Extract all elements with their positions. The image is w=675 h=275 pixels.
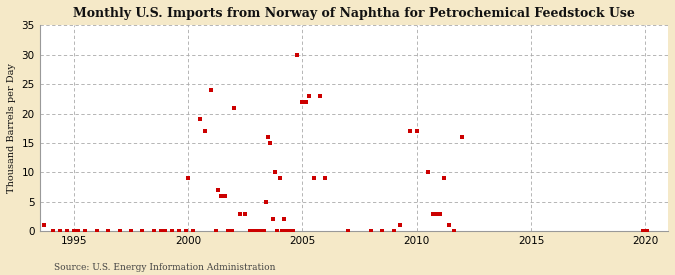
Point bbox=[277, 229, 288, 233]
Point bbox=[288, 229, 298, 233]
Point bbox=[388, 229, 399, 233]
Point bbox=[443, 223, 454, 227]
Point bbox=[126, 229, 136, 233]
Point bbox=[431, 211, 441, 216]
Point bbox=[261, 200, 271, 204]
Point bbox=[183, 176, 194, 180]
Title: Monthly U.S. Imports from Norway of Naphtha for Petrochemical Feedstock Use: Monthly U.S. Imports from Norway of Naph… bbox=[73, 7, 634, 20]
Point bbox=[256, 229, 267, 233]
Point bbox=[427, 211, 438, 216]
Point bbox=[160, 229, 171, 233]
Point bbox=[300, 100, 311, 104]
Point bbox=[234, 211, 245, 216]
Point bbox=[244, 229, 255, 233]
Point bbox=[267, 217, 278, 222]
Point bbox=[249, 229, 260, 233]
Point bbox=[282, 229, 293, 233]
Point bbox=[265, 141, 276, 145]
Point bbox=[148, 229, 159, 233]
Point bbox=[394, 223, 405, 227]
Point bbox=[457, 135, 468, 139]
Point bbox=[210, 229, 221, 233]
Point bbox=[279, 217, 290, 222]
Point bbox=[423, 170, 433, 175]
Point bbox=[366, 229, 377, 233]
Point bbox=[68, 229, 79, 233]
Point bbox=[377, 229, 388, 233]
Point bbox=[284, 229, 294, 233]
Point bbox=[226, 229, 237, 233]
Point bbox=[439, 176, 450, 180]
Point bbox=[80, 229, 90, 233]
Point bbox=[286, 229, 296, 233]
Text: Source: U.S. Energy Information Administration: Source: U.S. Energy Information Administ… bbox=[54, 263, 275, 272]
Point bbox=[48, 229, 59, 233]
Point bbox=[637, 229, 648, 233]
Point bbox=[103, 229, 113, 233]
Point bbox=[173, 229, 184, 233]
Point bbox=[180, 229, 191, 233]
Point bbox=[314, 94, 325, 98]
Point bbox=[137, 229, 148, 233]
Point bbox=[194, 117, 205, 122]
Point bbox=[240, 211, 250, 216]
Point bbox=[114, 229, 125, 233]
Point bbox=[228, 105, 239, 110]
Point bbox=[292, 53, 302, 57]
Point bbox=[258, 229, 269, 233]
Point bbox=[200, 129, 211, 133]
Point bbox=[206, 88, 217, 92]
Point bbox=[219, 194, 230, 198]
Point bbox=[304, 94, 315, 98]
Point bbox=[213, 188, 223, 192]
Point bbox=[272, 229, 283, 233]
Point bbox=[274, 176, 285, 180]
Point bbox=[38, 223, 49, 227]
Point bbox=[411, 129, 422, 133]
Point bbox=[269, 170, 280, 175]
Point bbox=[254, 229, 265, 233]
Point bbox=[642, 229, 653, 233]
Point bbox=[61, 229, 72, 233]
Point bbox=[434, 211, 445, 216]
Point bbox=[188, 229, 198, 233]
Point bbox=[216, 194, 227, 198]
Point bbox=[320, 176, 331, 180]
Point bbox=[73, 229, 84, 233]
Point bbox=[449, 229, 460, 233]
Point bbox=[167, 229, 178, 233]
Point bbox=[343, 229, 354, 233]
Point bbox=[55, 229, 65, 233]
Point bbox=[281, 229, 292, 233]
Point bbox=[297, 100, 308, 104]
Point bbox=[404, 129, 415, 133]
Point bbox=[91, 229, 102, 233]
Y-axis label: Thousand Barrels per Day: Thousand Barrels per Day bbox=[7, 63, 16, 193]
Point bbox=[308, 176, 319, 180]
Point bbox=[251, 229, 262, 233]
Point bbox=[223, 229, 234, 233]
Point bbox=[263, 135, 273, 139]
Point bbox=[155, 229, 166, 233]
